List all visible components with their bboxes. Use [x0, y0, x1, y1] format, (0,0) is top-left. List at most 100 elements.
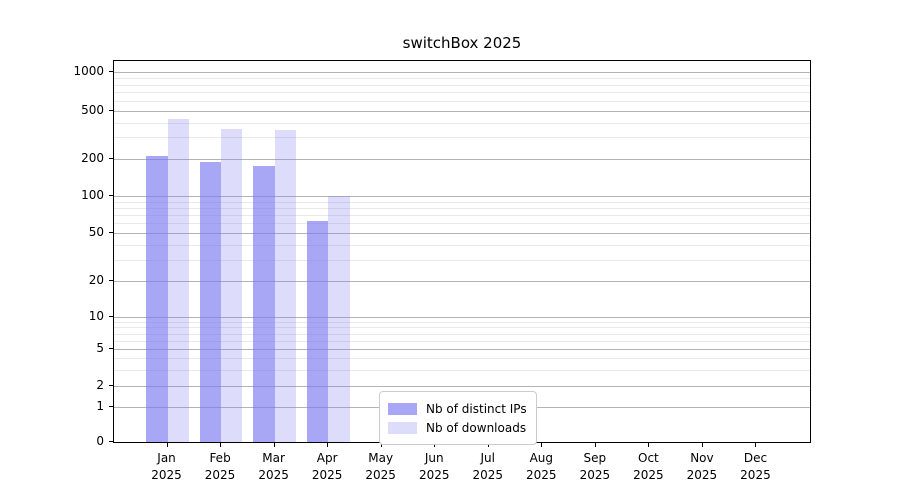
y-tick-mark: [109, 441, 113, 442]
y-tick-label: 200: [81, 150, 104, 165]
x-tick-mark: [327, 443, 329, 447]
x-tick-label-month: Sep: [583, 451, 607, 465]
bar-downloads-jan: [167, 118, 189, 442]
x-tick-label: Aug 2025: [509, 450, 573, 484]
y-tick-mark: [109, 109, 113, 111]
legend: Nb of distinct IPs Nb of downloads: [379, 391, 537, 445]
x-tick-mark: [701, 443, 703, 447]
bar-ips-jan: [146, 155, 168, 442]
x-tick-label-year: 2025: [740, 468, 771, 482]
bar-ips-mar: [253, 165, 275, 442]
gridline-major: [114, 72, 810, 74]
gridline-minor: [114, 340, 810, 342]
y-tick-label: 1: [96, 399, 104, 414]
x-tick-label: Apr 2025: [295, 450, 359, 484]
gridline-major: [114, 349, 810, 351]
x-tick-label-year: 2025: [258, 468, 289, 482]
x-tick-label-month: Apr: [316, 451, 338, 465]
x-tick-mark: [755, 443, 757, 447]
gridline-minor: [114, 137, 810, 139]
x-tick-label: Jun 2025: [402, 450, 466, 484]
bar-downloads-feb: [221, 129, 243, 442]
x-tick-mark: [166, 443, 168, 447]
x-tick-label-month: Mar: [262, 451, 285, 465]
y-tick-label: 0: [96, 434, 104, 448]
x-tick-label-month: Aug: [529, 451, 554, 465]
legend-swatch-downloads-icon: [388, 421, 417, 434]
y-tick-label: 5: [96, 341, 104, 356]
x-tick-label-year: 2025: [579, 468, 611, 482]
y-tick-mark: [109, 157, 113, 159]
gridline-minor: [114, 215, 810, 217]
gridline-minor: [114, 92, 810, 94]
gridline-minor: [114, 327, 810, 329]
bar-ips-apr: [306, 220, 329, 442]
gridline-minor: [114, 369, 810, 371]
x-tick-label: Sep 2025: [563, 450, 627, 484]
x-tick-label-year: 2025: [526, 468, 557, 482]
chart-title: switchBox 2025: [402, 34, 522, 52]
gridline-minor: [114, 84, 810, 86]
gridline-major: [114, 158, 810, 160]
x-tick-mark: [594, 443, 596, 447]
y-tick-mark: [109, 406, 113, 408]
x-tick-label: Jan 2025: [135, 450, 199, 484]
gridline-minor: [114, 244, 810, 246]
gridline-minor: [114, 259, 810, 261]
y-tick-mark: [109, 232, 113, 234]
plot-area: Nb of distinct IPs Nb of downloads: [113, 60, 811, 445]
x-tick-mark: [487, 443, 489, 447]
y-tick-label: 500: [81, 102, 104, 117]
x-tick-mark: [648, 443, 650, 447]
y-tick-label: 10: [88, 309, 104, 324]
bars-layer: [114, 61, 810, 442]
bar-downloads-apr: [328, 195, 350, 442]
gridline-major: [114, 280, 810, 282]
gridline-minor: [114, 223, 810, 225]
grid-layer: [114, 61, 810, 442]
gridline-minor: [114, 208, 810, 210]
y-tick-label: 100: [81, 188, 104, 203]
gridline-major: [114, 317, 810, 319]
gridline-major: [114, 385, 810, 387]
gridline-minor: [114, 358, 810, 360]
x-tick-label: Dec 2025: [723, 450, 787, 484]
x-tick-label-year: 2025: [418, 468, 450, 482]
x-tick-label-year: 2025: [151, 468, 182, 482]
bar-downloads-mar: [274, 130, 297, 442]
x-tick-label-month: Jan: [157, 451, 176, 465]
x-tick-mark: [220, 443, 222, 447]
x-tick-label: Nov 2025: [670, 450, 734, 484]
x-tick-label-month: Oct: [638, 451, 659, 465]
x-tick-label-year: 2025: [365, 468, 396, 482]
x-tick-label-year: 2025: [686, 468, 718, 482]
gridline-minor: [114, 122, 810, 124]
gridline-minor: [114, 333, 810, 335]
y-tick-mark: [109, 195, 113, 197]
x-tick-label-month: May: [368, 451, 394, 465]
bar-ips-feb: [199, 162, 222, 442]
x-tick-label-month: Jun: [424, 451, 444, 465]
y-tick-label: 1000: [73, 64, 104, 79]
y-tick-label: 20: [88, 272, 104, 287]
y-tick-mark: [109, 71, 113, 73]
gridline-minor: [114, 201, 810, 203]
x-tick-label-month: Feb: [209, 451, 231, 465]
legend-label-distinct-ips: Nb of distinct IPs: [426, 401, 527, 416]
y-tick-label: 50: [88, 225, 104, 240]
gridline-minor: [114, 78, 810, 80]
x-tick-label: Jul 2025: [456, 450, 520, 484]
gridline-major: [114, 110, 810, 112]
gridline-minor: [114, 321, 810, 323]
legend-label-downloads: Nb of downloads: [426, 420, 527, 435]
gridline-minor: [114, 100, 810, 102]
gridline-major: [114, 196, 810, 198]
x-tick-label-month: Jul: [480, 451, 495, 465]
y-tick-mark: [109, 384, 113, 386]
y-tick-mark: [109, 348, 113, 350]
x-tick-mark: [434, 443, 436, 447]
x-tick-label-month: Dec: [743, 451, 768, 465]
x-tick-label: Feb 2025: [188, 450, 252, 484]
x-tick-label-year: 2025: [633, 468, 664, 482]
